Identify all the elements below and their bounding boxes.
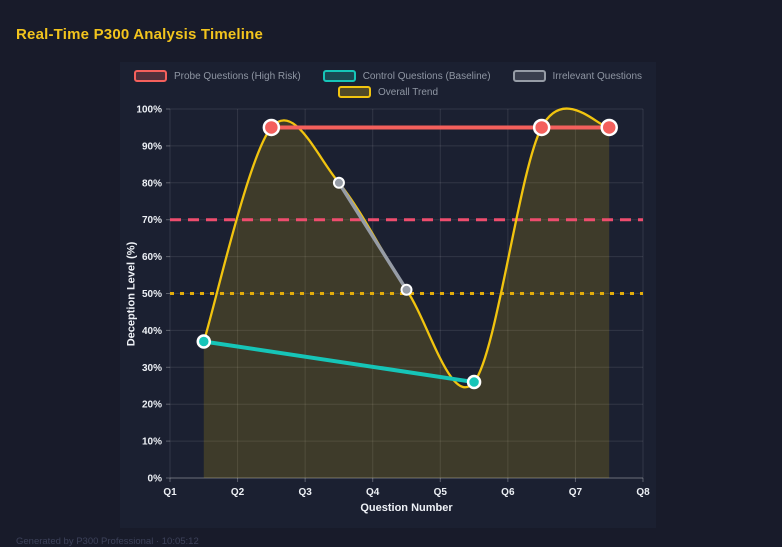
footer-caption: Generated by P300 Professional · 10:05:1…: [16, 536, 199, 547]
legend-label-probe: Probe Questions (High Risk): [173, 70, 301, 82]
legend-item-irrelevant[interactable]: Irrelevant Questions: [512, 70, 643, 82]
x-tick-label: Q8: [636, 487, 650, 498]
probe-legend-swatch-icon: [133, 70, 167, 82]
chart-legend: Probe Questions (High Risk) Control Ques…: [120, 70, 656, 98]
y-tick-label: 80%: [142, 178, 162, 189]
control-series-line: [201, 339, 477, 385]
page-title: Real-Time P300 Analysis Timeline: [16, 26, 264, 43]
legend-label-trend: Overall Trend: [377, 86, 439, 98]
x-tick-label: Q1: [163, 487, 177, 498]
irrelevant-data-point[interactable]: [332, 176, 345, 189]
irrelevant-data-point[interactable]: [400, 283, 413, 296]
x-tick-label: Q6: [501, 487, 515, 498]
legend-row-1: Probe Questions (High Risk) Control Ques…: [133, 70, 643, 82]
y-tick-label: 50%: [142, 289, 162, 300]
control-legend-swatch-icon: [322, 70, 356, 82]
trend-legend-swatch-icon: [337, 86, 371, 98]
y-tick-label: 0%: [148, 474, 163, 485]
y-tick-label: 90%: [142, 141, 162, 152]
legend-item-probe[interactable]: Probe Questions (High Risk): [133, 70, 301, 82]
control-data-point[interactable]: [466, 374, 482, 390]
x-tick-label: Q4: [366, 487, 380, 498]
legend-item-control[interactable]: Control Questions (Baseline): [322, 70, 491, 82]
legend-row-2: Overall Trend: [337, 86, 439, 98]
x-tick-label: Q7: [569, 487, 583, 498]
legend-label-control: Control Questions (Baseline): [362, 70, 491, 82]
y-tick-label: 100%: [136, 105, 162, 116]
probe-data-point[interactable]: [262, 118, 281, 137]
y-tick-label: 30%: [142, 363, 162, 374]
x-tick-label: Q5: [434, 487, 448, 498]
y-tick-label: 40%: [142, 326, 162, 337]
legend-label-irrelevant: Irrelevant Questions: [552, 70, 643, 82]
y-tick-label: 60%: [142, 252, 162, 263]
x-tick-label: Q3: [298, 487, 312, 498]
x-tick-label: Q2: [231, 487, 245, 498]
irrelevant-series-line: [337, 181, 409, 292]
probe-data-point[interactable]: [600, 118, 618, 137]
y-tick-label: 20%: [142, 400, 162, 411]
timeline-chart: Q1 Q2 Q3 Q4 Q5 Q6 Q7 Q8 0% 10% 20% 30% 40% 50% 60% 70% 8…: [136, 105, 650, 499]
legend-item-trend[interactable]: Overall Trend: [337, 86, 439, 98]
y-tick-label: 70%: [142, 215, 162, 226]
chart-panel: Probe Questions (High Risk) Control Ques…: [120, 62, 656, 528]
x-axis-title: Question Number: [360, 502, 453, 514]
control-data-point[interactable]: [196, 334, 212, 349]
y-tick-label: 10%: [142, 437, 162, 448]
irrelevant-legend-swatch-icon: [512, 70, 546, 82]
probe-data-point[interactable]: [532, 118, 551, 137]
